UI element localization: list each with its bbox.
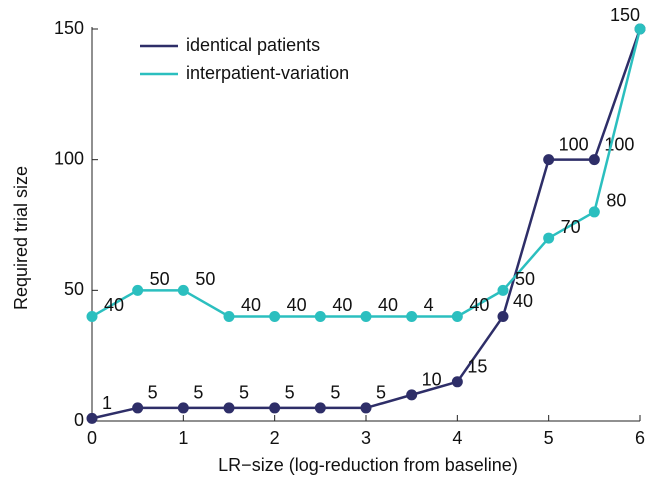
y-axis-label: Required trial size xyxy=(11,166,31,310)
data-point xyxy=(314,402,326,414)
data-label: 40 xyxy=(332,295,352,315)
x-tick-label: 3 xyxy=(361,428,371,448)
data-point xyxy=(543,232,555,244)
legend-label: interpatient-variation xyxy=(186,63,349,83)
data-point xyxy=(360,402,372,414)
x-tick-label: 1 xyxy=(178,428,188,448)
data-label: 40 xyxy=(241,295,261,315)
data-label: 5 xyxy=(148,383,158,403)
data-point xyxy=(223,402,235,414)
x-tick-label: 4 xyxy=(452,428,462,448)
data-label: 5 xyxy=(330,383,340,403)
data-point xyxy=(132,284,144,296)
data-label: 10 xyxy=(422,370,442,390)
data-label: 50 xyxy=(195,269,215,289)
data-point xyxy=(269,402,281,414)
data-point xyxy=(269,310,281,322)
data-point xyxy=(497,284,509,296)
data-point xyxy=(406,310,418,322)
data-point xyxy=(360,310,372,322)
data-label: 50 xyxy=(150,269,170,289)
data-label: 70 xyxy=(561,217,581,237)
x-tick-label: 0 xyxy=(87,428,97,448)
series-line xyxy=(91,28,642,318)
data-label: 40 xyxy=(513,291,533,311)
data-point xyxy=(497,310,509,322)
data-point xyxy=(634,23,646,35)
data-label: 40 xyxy=(287,295,307,315)
data-point xyxy=(588,206,600,218)
data-label: 40 xyxy=(378,295,398,315)
data-point xyxy=(588,154,600,166)
data-point xyxy=(314,310,326,322)
data-point xyxy=(451,376,463,388)
x-tick-label: 6 xyxy=(635,428,645,448)
data-label: 40 xyxy=(104,295,124,315)
data-point xyxy=(543,154,555,166)
y-tick-label: 150 xyxy=(54,18,84,38)
data-point xyxy=(406,389,418,401)
data-label: 4 xyxy=(424,295,434,315)
data-label: 80 xyxy=(606,191,626,211)
data-label: 1 xyxy=(102,393,112,413)
x-axis-label: LR−size (log-reduction from baseline) xyxy=(218,455,518,475)
data-label: 40 xyxy=(469,295,489,315)
data-point xyxy=(86,412,98,424)
data-label: 100 xyxy=(559,134,589,154)
data-label: 5 xyxy=(193,383,203,403)
data-label: 15 xyxy=(467,357,487,377)
data-point xyxy=(223,310,235,322)
data-point xyxy=(177,402,189,414)
data-point xyxy=(86,310,98,322)
data-label: 5 xyxy=(285,383,295,403)
y-tick-label: 0 xyxy=(74,410,84,430)
data-label: 150 xyxy=(610,5,640,25)
data-point xyxy=(177,284,189,296)
data-label: 5 xyxy=(376,383,386,403)
x-tick-label: 5 xyxy=(544,428,554,448)
y-tick-label: 50 xyxy=(64,279,84,299)
series-line xyxy=(91,28,642,420)
y-tick-label: 100 xyxy=(54,148,84,168)
data-label: 5 xyxy=(239,383,249,403)
data-point xyxy=(132,402,144,414)
legend-label: identical patients xyxy=(186,35,320,55)
data-point xyxy=(451,310,463,322)
x-tick-label: 2 xyxy=(270,428,280,448)
data-label: 50 xyxy=(515,269,535,289)
